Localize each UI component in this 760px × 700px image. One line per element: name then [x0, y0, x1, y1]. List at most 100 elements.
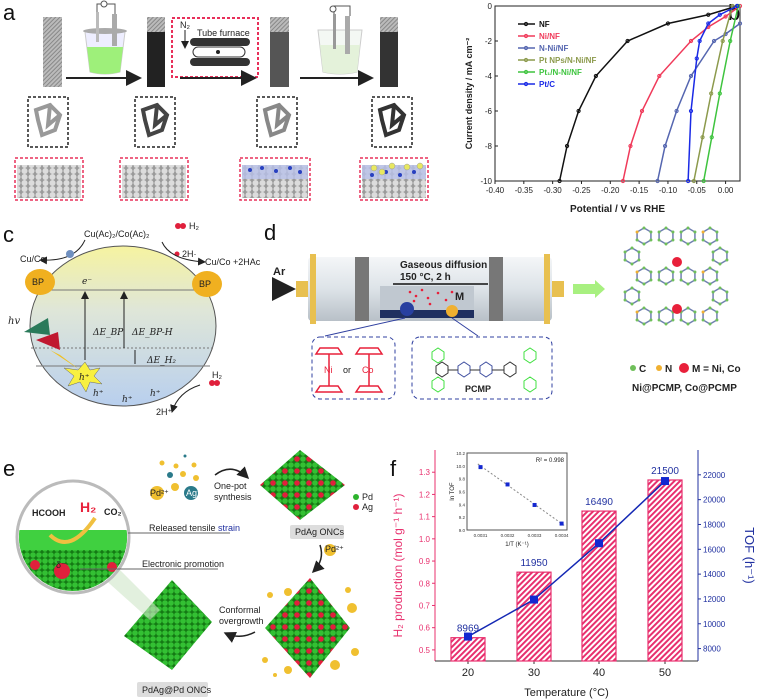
step2-line2: overgrowth — [219, 616, 264, 626]
x-tick-label: -0.15 — [630, 186, 649, 195]
atom — [711, 250, 715, 254]
ring — [680, 307, 696, 325]
hole-label: h⁺ — [150, 389, 161, 399]
data-point — [709, 91, 714, 96]
bar-50 — [647, 479, 683, 662]
metal-label: M — [455, 291, 464, 303]
product-label: PdAg@Pd ONCs — [142, 685, 212, 695]
atom — [708, 242, 712, 246]
atom — [664, 242, 668, 246]
data-point — [720, 38, 725, 44]
y-axis-label: H₂ production (mol g⁻¹ h⁻¹) — [391, 493, 405, 637]
co-label: Co — [362, 365, 374, 375]
panel-d: d Ar Gaseous diffusion 150 °C, 2 h M Ni … — [264, 220, 741, 400]
x-tick-label: 40 — [593, 667, 605, 679]
atom — [671, 270, 675, 274]
atom — [725, 258, 729, 262]
legend-m-label: M = Ni, Co — [692, 364, 741, 375]
atom — [664, 306, 668, 310]
y-tick-label: -6 — [485, 107, 493, 116]
atom — [693, 270, 697, 274]
atomic-surfaces — [17, 162, 426, 198]
ring — [702, 227, 718, 245]
inset-x-tick-label: 0.0033 — [528, 533, 542, 538]
tof-line — [467, 480, 666, 638]
or-label: or — [343, 365, 351, 375]
tof-point — [661, 477, 669, 486]
panel-label-a: a — [3, 0, 16, 25]
ni-pcmp-network — [623, 226, 729, 326]
legend-label: Ni/NF — [539, 32, 560, 41]
atom — [693, 318, 697, 322]
bar-30 — [516, 571, 552, 662]
atom — [637, 258, 641, 262]
data-point — [557, 178, 562, 184]
atom — [635, 238, 639, 242]
atom — [671, 230, 675, 234]
inset-y-tick-label: 9.4 — [459, 502, 466, 507]
atom — [657, 310, 661, 314]
data-point — [686, 178, 691, 184]
data-point — [688, 73, 694, 79]
h2-label: H₂ — [80, 499, 96, 515]
hole-label: h⁺ — [93, 389, 104, 399]
panel-c: c Cu(Ac)₂/Co(Ac)₂ H₂ 2H· Cu/Co Cu/Co +2H… — [3, 221, 261, 417]
y2-tick-label: 18000 — [703, 520, 726, 529]
data-point — [717, 91, 722, 96]
atom — [635, 318, 639, 322]
y2-tick-label: 14000 — [703, 570, 726, 579]
data-point — [655, 178, 660, 184]
x-axis-label: Potential / V vs RHE — [570, 204, 665, 215]
hole-label: h⁺ — [122, 395, 133, 405]
y-tick-label: 1.2 — [419, 490, 431, 499]
hole-burst — [63, 361, 103, 393]
series-line-Pt NPs/N-Ni/NF — [693, 5, 734, 182]
product-tag — [137, 682, 208, 697]
data-point — [688, 108, 694, 114]
process-line-2: 150 °C, 2 h — [400, 272, 451, 283]
inset-y-tick-label: 9.2 — [459, 515, 466, 520]
data-point — [728, 38, 733, 44]
atom — [642, 306, 646, 310]
zoom-insets — [14, 96, 429, 201]
metal-site — [672, 304, 682, 314]
atom — [715, 278, 719, 282]
atom — [649, 270, 653, 274]
hv-label: hv — [8, 316, 20, 327]
atom — [715, 238, 719, 242]
atom — [693, 310, 697, 314]
atom — [623, 258, 627, 262]
atom — [718, 302, 722, 306]
tof-point — [464, 632, 472, 641]
x-axis-label: Temperature (°C) — [524, 687, 608, 699]
legend-pd-label: Pd — [362, 492, 373, 502]
x-tick-label: -0.10 — [659, 186, 678, 195]
x-tick-label: -0.35 — [515, 186, 534, 195]
atom — [725, 290, 729, 294]
legend-ag-dot — [353, 504, 359, 510]
y-tick-label: -10 — [480, 177, 492, 186]
atom — [679, 318, 683, 322]
precursor-label: Cu(Ac)₂/Co(Ac)₂ — [84, 229, 150, 239]
x-tick-label: 20 — [462, 667, 474, 679]
panel-label-e: e — [3, 456, 15, 481]
atom — [630, 246, 634, 250]
inset-fit-line — [477, 463, 565, 526]
atom — [718, 286, 722, 290]
ring — [680, 227, 696, 245]
inset-x-tick-label: 0.0034 — [555, 533, 569, 538]
data-point — [697, 38, 702, 44]
hcooh-label: HCOOH — [32, 508, 66, 518]
inset-x-label: 1/T (K⁻¹) — [505, 542, 528, 548]
y-axis-label: Current density / mA cm⁻² — [464, 38, 474, 149]
x-tick-label: -0.30 — [544, 186, 563, 195]
ring — [624, 247, 640, 265]
atom — [623, 250, 627, 254]
atom — [657, 318, 661, 322]
legend-marker — [523, 81, 529, 87]
plot-frame — [494, 5, 741, 182]
bar-40 — [581, 510, 617, 662]
ring — [636, 227, 652, 245]
gas-label: N₂ — [180, 20, 190, 30]
